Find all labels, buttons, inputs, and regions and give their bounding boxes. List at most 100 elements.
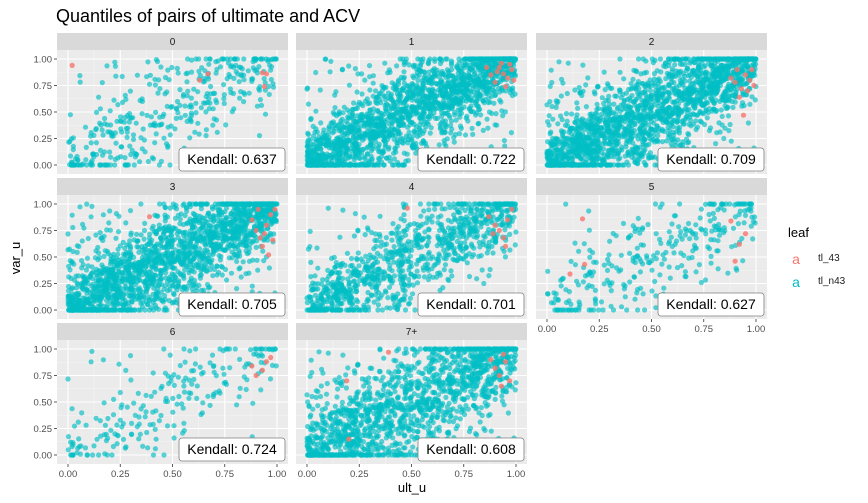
data-point bbox=[164, 89, 170, 95]
data-point bbox=[89, 158, 95, 164]
data-point bbox=[305, 137, 312, 143]
data-point bbox=[641, 135, 647, 141]
data-point bbox=[107, 108, 113, 114]
data-point bbox=[210, 273, 216, 279]
data-point bbox=[740, 76, 746, 82]
data-point bbox=[400, 56, 406, 62]
data-point bbox=[394, 103, 400, 109]
data-point bbox=[145, 59, 151, 65]
data-point bbox=[456, 56, 462, 62]
data-point bbox=[101, 149, 108, 155]
data-point bbox=[654, 116, 660, 122]
data-point bbox=[626, 121, 633, 127]
data-point bbox=[375, 131, 381, 137]
data-point bbox=[661, 128, 668, 134]
data-point bbox=[749, 94, 755, 100]
data-point bbox=[489, 93, 495, 99]
data-point bbox=[305, 130, 311, 136]
data-point bbox=[646, 122, 652, 128]
data-point bbox=[221, 82, 227, 88]
data-point bbox=[340, 110, 346, 116]
data-point bbox=[671, 85, 677, 91]
data-point bbox=[409, 105, 415, 111]
data-point bbox=[90, 151, 96, 157]
y-tick-label: 0.25 bbox=[34, 134, 53, 145]
data-point bbox=[394, 109, 401, 115]
data-point bbox=[165, 124, 171, 130]
data-point bbox=[433, 105, 439, 112]
data-point bbox=[469, 82, 475, 88]
data-point bbox=[647, 150, 654, 156]
data-point bbox=[631, 67, 637, 73]
data-point bbox=[580, 62, 586, 68]
data-point bbox=[161, 135, 167, 141]
data-point bbox=[671, 117, 677, 123]
data-point bbox=[122, 155, 128, 161]
data-point bbox=[166, 77, 172, 83]
data-point bbox=[192, 129, 198, 135]
data-point bbox=[123, 220, 129, 226]
data-point bbox=[609, 147, 615, 153]
data-point bbox=[572, 87, 578, 93]
data-point bbox=[653, 90, 659, 97]
data-point bbox=[703, 99, 710, 105]
data-point bbox=[675, 125, 681, 131]
data-point bbox=[481, 78, 487, 84]
data-point bbox=[342, 156, 348, 162]
data-point bbox=[546, 122, 552, 128]
data-point bbox=[414, 84, 420, 90]
data-point bbox=[458, 65, 464, 71]
data-point bbox=[378, 119, 384, 125]
data-point bbox=[496, 64, 502, 71]
data-point bbox=[336, 152, 342, 159]
data-point bbox=[387, 158, 393, 164]
data-point bbox=[70, 143, 76, 149]
data-point bbox=[403, 133, 410, 139]
data-point bbox=[666, 90, 672, 96]
data-point bbox=[751, 61, 757, 67]
data-point bbox=[104, 63, 110, 69]
data-point bbox=[197, 77, 203, 83]
data-point bbox=[387, 108, 393, 114]
data-point bbox=[113, 140, 119, 146]
data-point bbox=[491, 56, 497, 62]
data-point bbox=[596, 118, 602, 124]
data-point bbox=[487, 85, 493, 91]
data-point bbox=[182, 112, 188, 118]
data-point bbox=[430, 91, 436, 97]
data-point bbox=[654, 137, 661, 143]
data-point bbox=[719, 113, 725, 119]
data-point bbox=[747, 101, 753, 107]
data-point bbox=[398, 93, 404, 99]
data-point bbox=[163, 141, 170, 147]
data-point bbox=[711, 100, 717, 106]
data-point bbox=[374, 100, 380, 106]
data-point bbox=[723, 71, 729, 77]
data-point bbox=[93, 126, 99, 132]
data-point bbox=[480, 127, 486, 133]
data-point bbox=[128, 151, 134, 158]
data-point bbox=[203, 93, 209, 100]
data-point bbox=[391, 156, 397, 162]
data-point bbox=[590, 132, 596, 138]
data-point bbox=[612, 93, 618, 99]
data-point bbox=[609, 139, 615, 145]
data-point bbox=[576, 130, 582, 136]
data-point bbox=[643, 87, 649, 94]
data-point bbox=[613, 146, 619, 152]
data-point bbox=[174, 98, 181, 105]
data-point bbox=[335, 162, 341, 168]
data-point bbox=[400, 162, 406, 168]
data-point bbox=[606, 128, 612, 134]
data-point bbox=[416, 72, 422, 78]
data-point bbox=[362, 154, 368, 160]
data-point bbox=[153, 109, 159, 115]
data-point bbox=[360, 103, 366, 109]
data-point bbox=[737, 56, 743, 62]
data-point bbox=[666, 81, 672, 87]
data-point bbox=[397, 122, 403, 129]
data-point bbox=[83, 144, 89, 150]
data-point bbox=[493, 111, 499, 117]
data-point bbox=[606, 93, 612, 99]
data-point bbox=[652, 128, 658, 134]
